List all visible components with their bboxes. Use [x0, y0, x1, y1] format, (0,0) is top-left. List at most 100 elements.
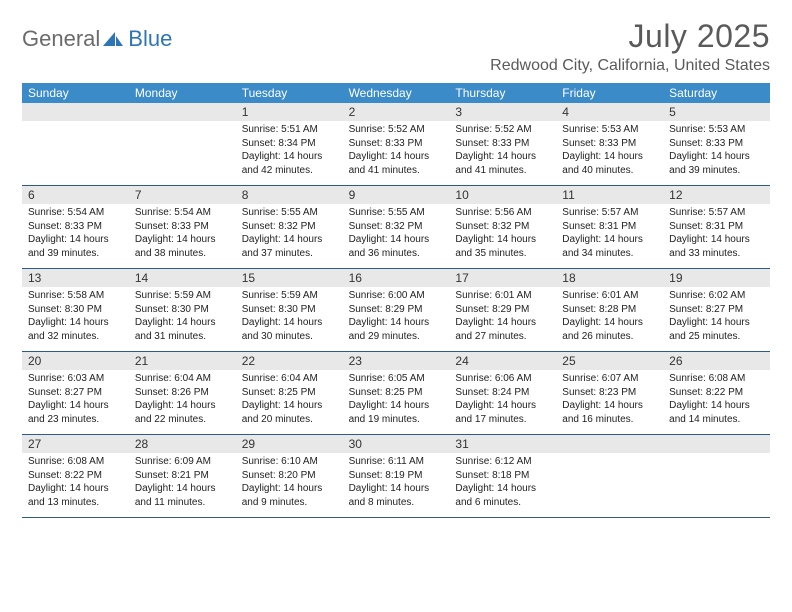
day-number: 9 — [343, 186, 450, 204]
day-cell: 12Sunrise: 5:57 AMSunset: 8:31 PMDayligh… — [663, 186, 770, 268]
day-cell: 31Sunrise: 6:12 AMSunset: 8:18 PMDayligh… — [449, 435, 556, 517]
daylight-text-line2: and 14 minutes. — [669, 413, 764, 427]
daylight-text-line2: and 31 minutes. — [135, 330, 230, 344]
daylight-text-line1: Daylight: 14 hours — [135, 399, 230, 413]
daylight-text-line1: Daylight: 14 hours — [562, 233, 657, 247]
daylight-text-line1: Daylight: 14 hours — [455, 482, 550, 496]
daylight-text-line1: Daylight: 14 hours — [455, 399, 550, 413]
day-cell: 25Sunrise: 6:07 AMSunset: 8:23 PMDayligh… — [556, 352, 663, 434]
day-details: Sunrise: 6:08 AMSunset: 8:22 PMDaylight:… — [663, 370, 770, 430]
daylight-text-line1: Daylight: 14 hours — [242, 233, 337, 247]
sunrise-text: Sunrise: 6:04 AM — [242, 372, 337, 386]
day-details: Sunrise: 5:56 AMSunset: 8:32 PMDaylight:… — [449, 204, 556, 264]
week-row: 20Sunrise: 6:03 AMSunset: 8:27 PMDayligh… — [22, 352, 770, 435]
daylight-text-line1: Daylight: 14 hours — [28, 399, 123, 413]
empty-day-bar — [663, 435, 770, 453]
day-number: 12 — [663, 186, 770, 204]
sunrise-text: Sunrise: 6:11 AM — [349, 455, 444, 469]
logo-text-blue: Blue — [128, 26, 172, 52]
daylight-text-line1: Daylight: 14 hours — [242, 316, 337, 330]
daylight-text-line2: and 34 minutes. — [562, 247, 657, 261]
sunset-text: Sunset: 8:33 PM — [455, 137, 550, 151]
daylight-text-line1: Daylight: 14 hours — [669, 399, 764, 413]
sunset-text: Sunset: 8:24 PM — [455, 386, 550, 400]
daylight-text-line2: and 17 minutes. — [455, 413, 550, 427]
day-details: Sunrise: 6:08 AMSunset: 8:22 PMDaylight:… — [22, 453, 129, 513]
daylight-text-line2: and 27 minutes. — [455, 330, 550, 344]
day-cell: 22Sunrise: 6:04 AMSunset: 8:25 PMDayligh… — [236, 352, 343, 434]
sunset-text: Sunset: 8:20 PM — [242, 469, 337, 483]
daylight-text-line2: and 33 minutes. — [669, 247, 764, 261]
daylight-text-line1: Daylight: 14 hours — [562, 399, 657, 413]
day-number: 11 — [556, 186, 663, 204]
week-row: 6Sunrise: 5:54 AMSunset: 8:33 PMDaylight… — [22, 186, 770, 269]
week-row: 1Sunrise: 5:51 AMSunset: 8:34 PMDaylight… — [22, 103, 770, 186]
daylight-text-line2: and 35 minutes. — [455, 247, 550, 261]
sunset-text: Sunset: 8:25 PM — [242, 386, 337, 400]
day-number: 1 — [236, 103, 343, 121]
sunset-text: Sunset: 8:29 PM — [349, 303, 444, 317]
day-cell: 6Sunrise: 5:54 AMSunset: 8:33 PMDaylight… — [22, 186, 129, 268]
day-cell: 8Sunrise: 5:55 AMSunset: 8:32 PMDaylight… — [236, 186, 343, 268]
sunrise-text: Sunrise: 6:06 AM — [455, 372, 550, 386]
sunrise-text: Sunrise: 5:59 AM — [242, 289, 337, 303]
daylight-text-line1: Daylight: 14 hours — [455, 150, 550, 164]
day-cell: 27Sunrise: 6:08 AMSunset: 8:22 PMDayligh… — [22, 435, 129, 517]
sunset-text: Sunset: 8:29 PM — [455, 303, 550, 317]
day-details: Sunrise: 5:52 AMSunset: 8:33 PMDaylight:… — [449, 121, 556, 181]
sunset-text: Sunset: 8:31 PM — [562, 220, 657, 234]
week-row: 27Sunrise: 6:08 AMSunset: 8:22 PMDayligh… — [22, 435, 770, 518]
day-details: Sunrise: 5:54 AMSunset: 8:33 PMDaylight:… — [129, 204, 236, 264]
day-header-tuesday: Tuesday — [236, 83, 343, 103]
day-number: 26 — [663, 352, 770, 370]
empty-day-bar — [129, 103, 236, 121]
sunrise-text: Sunrise: 5:57 AM — [669, 206, 764, 220]
day-number: 30 — [343, 435, 450, 453]
day-number: 10 — [449, 186, 556, 204]
calendar-grid: Sunday Monday Tuesday Wednesday Thursday… — [22, 83, 770, 518]
day-header-sunday: Sunday — [22, 83, 129, 103]
sunset-text: Sunset: 8:28 PM — [562, 303, 657, 317]
daylight-text-line1: Daylight: 14 hours — [135, 316, 230, 330]
daylight-text-line1: Daylight: 14 hours — [28, 482, 123, 496]
day-cell: 15Sunrise: 5:59 AMSunset: 8:30 PMDayligh… — [236, 269, 343, 351]
day-cell: 24Sunrise: 6:06 AMSunset: 8:24 PMDayligh… — [449, 352, 556, 434]
day-cell: 9Sunrise: 5:55 AMSunset: 8:32 PMDaylight… — [343, 186, 450, 268]
day-details: Sunrise: 5:55 AMSunset: 8:32 PMDaylight:… — [236, 204, 343, 264]
day-cell: 7Sunrise: 5:54 AMSunset: 8:33 PMDaylight… — [129, 186, 236, 268]
sunset-text: Sunset: 8:19 PM — [349, 469, 444, 483]
sunset-text: Sunset: 8:30 PM — [28, 303, 123, 317]
day-details: Sunrise: 5:54 AMSunset: 8:33 PMDaylight:… — [22, 204, 129, 264]
day-cell: 20Sunrise: 6:03 AMSunset: 8:27 PMDayligh… — [22, 352, 129, 434]
day-number: 18 — [556, 269, 663, 287]
sunset-text: Sunset: 8:22 PM — [28, 469, 123, 483]
day-number: 13 — [22, 269, 129, 287]
day-number: 5 — [663, 103, 770, 121]
daylight-text-line1: Daylight: 14 hours — [349, 399, 444, 413]
daylight-text-line2: and 25 minutes. — [669, 330, 764, 344]
day-cell: 26Sunrise: 6:08 AMSunset: 8:22 PMDayligh… — [663, 352, 770, 434]
sunrise-text: Sunrise: 5:58 AM — [28, 289, 123, 303]
day-number: 4 — [556, 103, 663, 121]
day-cell: 5Sunrise: 5:53 AMSunset: 8:33 PMDaylight… — [663, 103, 770, 185]
day-details: Sunrise: 5:59 AMSunset: 8:30 PMDaylight:… — [236, 287, 343, 347]
day-cell — [556, 435, 663, 517]
sunset-text: Sunset: 8:33 PM — [349, 137, 444, 151]
day-cell: 4Sunrise: 5:53 AMSunset: 8:33 PMDaylight… — [556, 103, 663, 185]
day-cell: 21Sunrise: 6:04 AMSunset: 8:26 PMDayligh… — [129, 352, 236, 434]
daylight-text-line1: Daylight: 14 hours — [135, 482, 230, 496]
sunrise-text: Sunrise: 5:53 AM — [562, 123, 657, 137]
sunset-text: Sunset: 8:33 PM — [28, 220, 123, 234]
daylight-text-line1: Daylight: 14 hours — [242, 482, 337, 496]
day-number: 3 — [449, 103, 556, 121]
daylight-text-line1: Daylight: 14 hours — [562, 150, 657, 164]
day-cell: 16Sunrise: 6:00 AMSunset: 8:29 PMDayligh… — [343, 269, 450, 351]
day-details: Sunrise: 6:06 AMSunset: 8:24 PMDaylight:… — [449, 370, 556, 430]
sunrise-text: Sunrise: 6:08 AM — [669, 372, 764, 386]
page-header: General Blue July 2025 Redwood City, Cal… — [22, 18, 770, 75]
day-details: Sunrise: 5:59 AMSunset: 8:30 PMDaylight:… — [129, 287, 236, 347]
day-number: 14 — [129, 269, 236, 287]
sunrise-text: Sunrise: 6:00 AM — [349, 289, 444, 303]
day-details: Sunrise: 5:53 AMSunset: 8:33 PMDaylight:… — [663, 121, 770, 181]
sunset-text: Sunset: 8:27 PM — [28, 386, 123, 400]
